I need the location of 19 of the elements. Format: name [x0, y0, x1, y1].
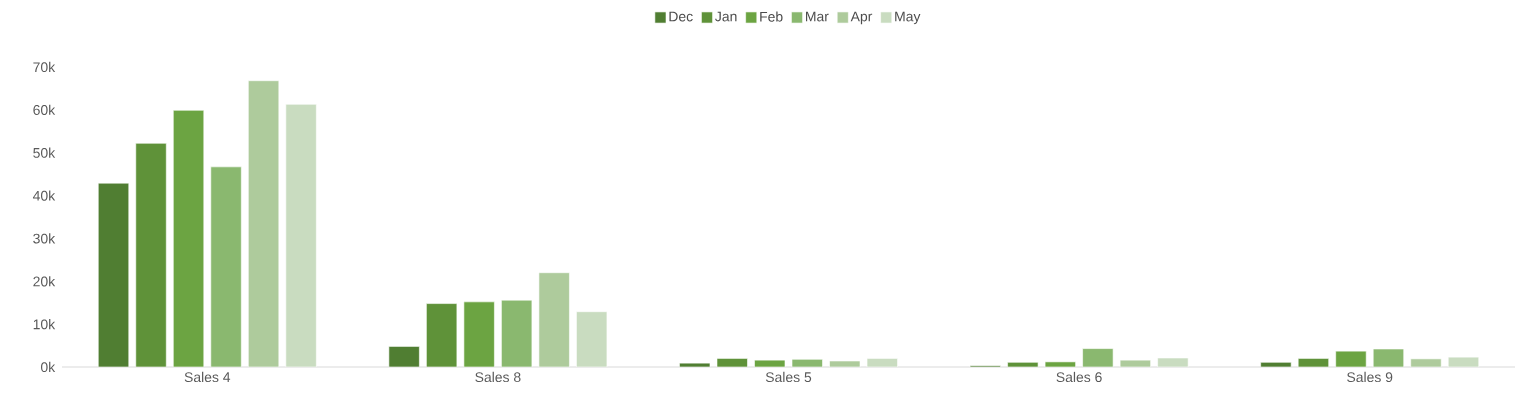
x-tick-label: Sales 6: [1056, 371, 1102, 383]
y-tick-label: 70k: [33, 61, 56, 73]
legend-label: May: [895, 11, 921, 25]
y-tick-label: 0k: [40, 361, 56, 373]
x-tick-label: Sales 9: [1347, 371, 1393, 383]
legend-label: Apr: [850, 11, 873, 25]
y-tick-label: 10k: [33, 319, 56, 330]
x-tick-label: Sales 4: [184, 371, 231, 383]
y-tick-label: 50k: [33, 147, 56, 158]
legend-label: Feb: [760, 11, 783, 22]
legend-label: Jan: [715, 11, 737, 22]
y-tick-label: 60k: [33, 104, 56, 115]
legend-label: Mar: [806, 11, 829, 22]
x-tick-label: Sales 8: [475, 371, 521, 383]
y-tick-label: 20k: [33, 276, 56, 287]
y-tick-label: 30k: [33, 233, 56, 244]
legend-label: Dec: [669, 11, 693, 22]
x-tick-label: Sales 5: [765, 371, 812, 383]
y-tick-label: 40k: [32, 190, 56, 201]
